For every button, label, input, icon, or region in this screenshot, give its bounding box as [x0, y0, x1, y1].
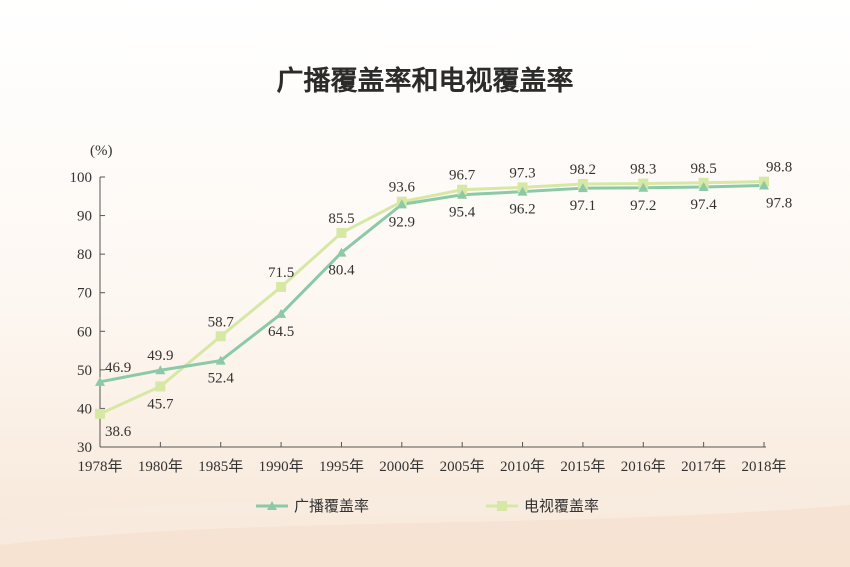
data-label: 97.4	[691, 197, 718, 213]
y-tick-label: 50	[77, 363, 92, 379]
data-label: 98.2	[570, 162, 596, 178]
y-tick-label: 70	[77, 286, 92, 302]
data-label: 97.3	[509, 165, 535, 181]
data-label: 71.5	[268, 265, 294, 281]
data-point-1	[155, 381, 166, 392]
axes: 30 40 50 60 70 80 90 100 1978年 1980年 1985年 1990年 199…	[70, 170, 787, 475]
series-line-0	[99, 183, 765, 384]
series-lines	[99, 180, 765, 416]
data-point-1	[215, 331, 226, 342]
data-label: 96.7	[449, 168, 476, 184]
x-tick-label: 2016年	[621, 458, 666, 475]
x-tick-label: 2000年	[379, 458, 424, 475]
legend-label-broadcast: 广播覆盖率	[294, 497, 369, 515]
background-wave-2	[0, 505, 850, 567]
data-label: 38.6	[105, 424, 132, 440]
series-line-1	[99, 180, 765, 416]
data-point-1	[457, 184, 468, 195]
data-label: 97.1	[570, 198, 596, 214]
data-label: 95.4	[449, 205, 476, 221]
data-label: 64.5	[268, 324, 294, 340]
data-label: 98.8	[766, 160, 792, 176]
y-tick-label: 80	[77, 247, 92, 263]
x-tick-label: 1978年	[77, 458, 122, 475]
data-label: 52.4	[208, 371, 235, 387]
legend-marker-broadcast	[267, 501, 277, 510]
data-point-0	[638, 182, 649, 192]
data-label: 98.3	[630, 162, 656, 178]
data-label: 93.6	[389, 180, 416, 196]
data-label: 46.9	[105, 360, 131, 376]
legend: 广播覆盖率 电视覆盖率	[256, 497, 599, 515]
data-point-0	[155, 365, 166, 375]
data-point-0	[698, 182, 709, 192]
legend-label-tv: 电视覆盖率	[524, 497, 599, 515]
data-point-0	[457, 189, 468, 199]
data-point-0	[276, 308, 287, 318]
x-tick-label: 1980年	[138, 458, 183, 475]
data-label: 80.4	[328, 263, 355, 279]
data-point-1	[336, 227, 347, 238]
data-point-0	[517, 186, 528, 196]
legend-marker-tv	[497, 501, 507, 511]
data-label: 97.8	[766, 195, 792, 211]
data-point-0	[95, 376, 105, 386]
data-point-0	[759, 180, 769, 190]
x-tick-label: 2005年	[440, 458, 485, 475]
data-point-0	[577, 183, 588, 193]
data-label: 98.5	[691, 161, 717, 177]
data-labels: 46.9 49.9 52.4 64.5 80.4 92.9 95.4 96.2 97.1 97.2…	[105, 160, 792, 440]
series-markers	[95, 176, 769, 419]
y-tick-label: 100	[70, 170, 93, 186]
data-point-0	[215, 355, 226, 365]
x-tick-label: 2015年	[560, 458, 605, 475]
data-point-1	[95, 408, 105, 419]
x-tick-label: 2010年	[500, 458, 545, 475]
x-tick-label: 1995年	[319, 458, 364, 475]
y-tick-label: 40	[77, 401, 92, 417]
y-tick-label: 60	[77, 324, 92, 340]
data-label: 49.9	[147, 348, 173, 364]
data-point-0	[336, 247, 347, 257]
x-tick-label: 1985年	[198, 458, 243, 475]
y-tick-label: 30	[77, 440, 92, 456]
x-tick-label: 1990年	[259, 458, 304, 475]
data-point-0	[396, 199, 407, 209]
data-label: 58.7	[208, 314, 235, 330]
data-label: 96.2	[509, 202, 535, 218]
data-point-1	[276, 281, 287, 292]
data-label: 92.9	[389, 214, 415, 230]
x-tick-label: 2017年	[681, 458, 726, 475]
chart-title: 广播覆盖率和电视覆盖率	[277, 65, 574, 97]
data-label: 97.2	[630, 198, 656, 214]
y-tick-label: 90	[77, 209, 92, 225]
data-label: 45.7	[147, 396, 174, 412]
data-label: 85.5	[328, 211, 354, 227]
x-tick-label: 2018年	[741, 458, 786, 475]
y-axis-unit-label: (%)	[90, 143, 113, 159]
